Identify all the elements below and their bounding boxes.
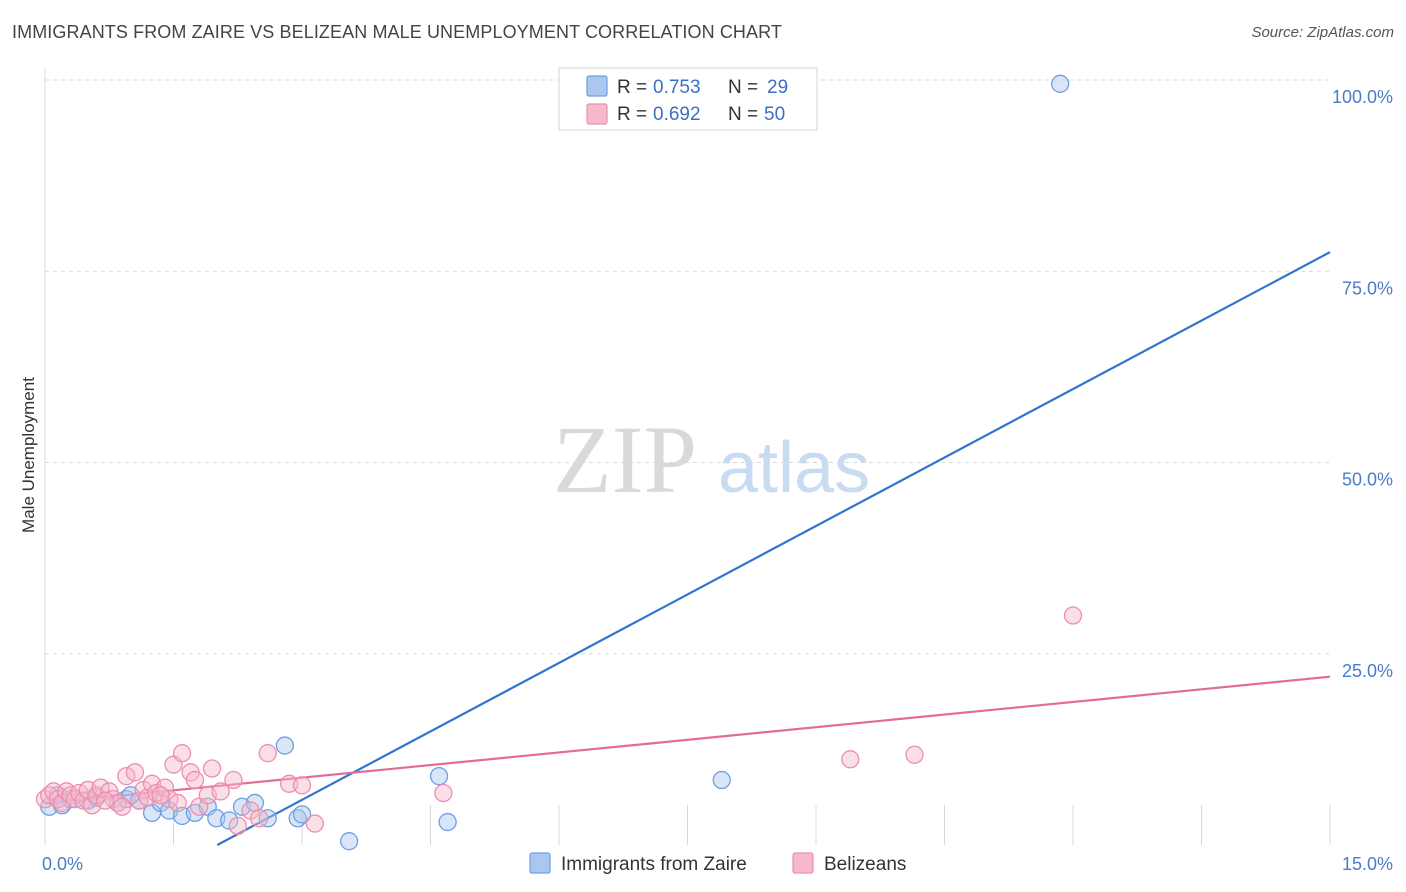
trendline-series-0 [216, 251, 1331, 846]
legend-r-label-1: R = [617, 104, 647, 125]
point-series-1-42 [292, 776, 312, 795]
trendline-layer [44, 251, 1331, 846]
point-series-1-39 [250, 809, 269, 828]
legend-r-value-1: 0.692 [653, 104, 701, 125]
point-series-1-49 [151, 786, 170, 805]
point-series-1-29 [172, 744, 192, 763]
point-series-1-36 [224, 770, 243, 790]
legend-r-label-0: R = [617, 77, 647, 98]
point-series-0-20 [275, 736, 295, 755]
legend-swatch-pink [586, 103, 608, 125]
legend-n-label-0: N = [728, 77, 758, 98]
legend-swatch-blue [586, 75, 608, 97]
point-series-1-31 [185, 770, 205, 790]
chart-title: IMMIGRANTS FROM ZAIRE VS BELIZEAN MALE U… [12, 22, 783, 42]
point-series-1-18 [117, 767, 136, 786]
point-series-0-27 [1051, 74, 1070, 93]
point-series-1-37 [228, 816, 247, 836]
y-tick-label-0: 25.0% [1342, 661, 1393, 681]
series-legend-swatch-belizeans [792, 852, 814, 874]
legend-r-value-0: 0.753 [653, 77, 701, 98]
point-series-1-19 [125, 763, 145, 782]
point-series-1-43 [305, 814, 325, 833]
point-series-1-28 [168, 793, 187, 813]
y-tick-label-3: 100.0% [1332, 87, 1393, 107]
tick-layer: 25.0% 50.0% 75.0% 100.0% 0.0% 15.0% [42, 87, 1393, 874]
series-legend: Immigrants from Zaire Belizeans [529, 852, 906, 875]
point-series-0-26 [712, 770, 731, 790]
point-series-1-45 [841, 750, 860, 769]
x-tick-label-min: 0.0% [42, 854, 83, 874]
legend-n-label-1: N = [728, 104, 758, 125]
point-layer [35, 74, 1083, 851]
y-tick-label-2: 75.0% [1342, 278, 1393, 298]
watermark-zip: ZIP [553, 406, 697, 513]
series-legend-label-zaire: Immigrants from Zaire [561, 854, 747, 875]
point-series-1-40 [258, 744, 277, 763]
point-series-0-23 [339, 832, 359, 851]
source-label: Source: ZipAtlas.com [1251, 24, 1394, 41]
series-legend-label-belizeans: Belizeans [824, 854, 906, 875]
point-series-0-22 [292, 805, 312, 824]
series-legend-swatch-zaire [529, 852, 551, 874]
point-series-1-44 [434, 783, 453, 803]
point-series-0-24 [429, 767, 449, 786]
point-series-1-48 [95, 791, 115, 810]
point-series-1-17 [112, 797, 132, 816]
point-series-1-47 [1063, 606, 1083, 625]
x-tick-label-max: 15.0% [1342, 854, 1393, 874]
watermark-atlas: atlas [718, 428, 870, 508]
point-series-0-25 [438, 812, 457, 832]
watermark: ZIP atlas [553, 406, 870, 513]
point-series-1-35 [211, 782, 230, 801]
correlation-legend: R = 0.753 N = 29 R = 0.692 N = 50 [558, 67, 818, 131]
legend-n-value-1: 50 [764, 104, 785, 125]
point-series-1-26 [160, 789, 179, 809]
point-series-1-34 [202, 759, 222, 778]
y-tick-label-1: 50.0% [1342, 470, 1393, 490]
legend-n-value-0: 29 [767, 77, 788, 98]
trendline-series-1 [44, 675, 1331, 805]
y-axis-title: Male Unemployment [19, 377, 38, 533]
point-series-1-46 [905, 745, 924, 764]
